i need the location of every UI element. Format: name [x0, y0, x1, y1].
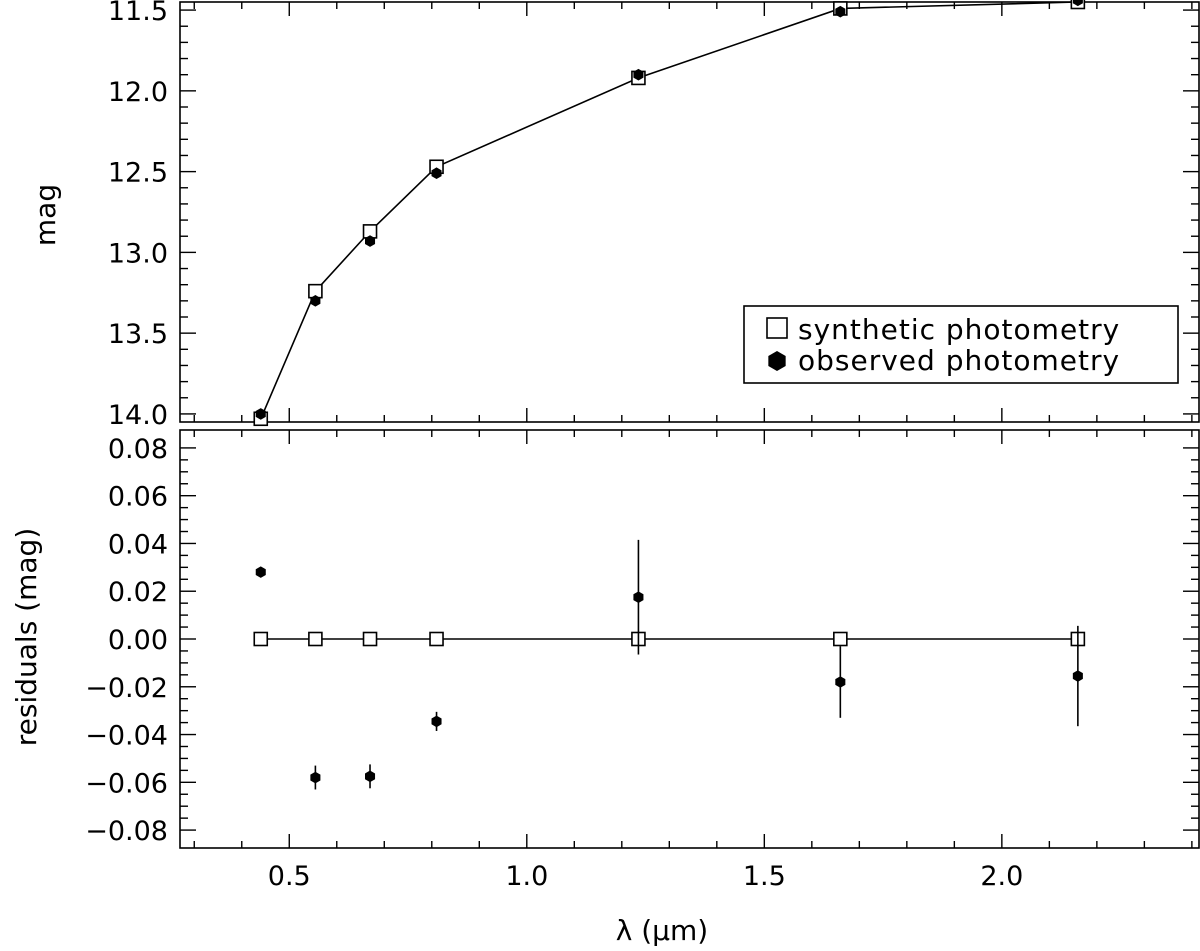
bottom-synthetic-photometry-point — [429, 631, 444, 647]
top-y-tick-label: 12.5 — [108, 158, 168, 189]
legend-box — [743, 305, 1179, 384]
legend-label-observed-photometry: observed photometry — [798, 344, 1120, 377]
legend: synthetic photometry observed photometry — [743, 305, 1179, 384]
bottom-y-tick-label: −0.06 — [85, 768, 168, 799]
top-observed-photometry-point — [365, 235, 376, 247]
top-panel: 11.5 12.0 12.5 13.0 13.5 14.0 — [108, 0, 1200, 431]
x-tick-label: 0.5 — [268, 861, 311, 892]
y-axis-title-bottom: residuals (mag) — [10, 528, 43, 747]
top-y-tick-label: 14.0 — [108, 400, 168, 431]
bottom-synthetic-photometry-point — [308, 631, 323, 647]
bottom-synthetic-photometry-point — [362, 631, 378, 647]
bottom-y-tick-label: 0.06 — [108, 482, 168, 513]
legend-marker-observed-photometry — [768, 351, 786, 371]
legend-label-synthetic-photometry: synthetic photometry — [798, 313, 1120, 346]
top-observed-photometry-point — [633, 68, 644, 81]
bottom-y-tick-label: 0.00 — [108, 625, 168, 656]
x-axis-title: λ (μm) — [616, 914, 708, 947]
y-axis-title-top: mag — [29, 184, 62, 246]
x-tick-label: 1.0 — [505, 861, 548, 892]
x-tick-label: 2.0 — [980, 861, 1023, 892]
top-observed-photometry-point — [255, 408, 266, 420]
bottom-synthetic-photometry-point — [833, 631, 848, 647]
top-y-tick-label: 11.5 — [108, 0, 168, 27]
top-observed-photometry-point — [835, 5, 846, 18]
legend-marker-synthetic-photometry — [766, 317, 788, 339]
top-observed-photometry-point — [431, 167, 442, 180]
top-y-tick-label: 12.0 — [108, 77, 168, 108]
bottom-y-tick-label: −0.02 — [85, 673, 168, 704]
bottom-y-tick-label: −0.08 — [85, 816, 168, 847]
top-y-tick-label: 13.5 — [108, 319, 168, 350]
bottom-y-tick-label: −0.04 — [85, 721, 168, 752]
bottom-y-tick-label: 0.02 — [108, 577, 168, 608]
bottom-observed-photometry-point — [633, 591, 644, 603]
x-tick-label: 1.5 — [743, 861, 786, 892]
top-y-tick-label: 13.0 — [108, 238, 168, 269]
bottom-synthetic-photometry-point — [253, 631, 269, 647]
bottom-y-tick-label: 0.04 — [108, 529, 168, 560]
bottom-observed-photometry-point — [255, 566, 266, 578]
top-observed-photometry-point — [1072, 0, 1083, 7]
bottom-observed-photometry-point — [365, 770, 376, 783]
bottom-panel: 0.08 0.06 0.04 0.02 0.00 −0.02 −0.04 −0.06 −0.08… — [85, 429, 1200, 892]
top-plot-frame — [179, 1, 1200, 423]
bottom-y-tick-label: 0.08 — [108, 434, 168, 465]
bottom-observed-photometry-point — [431, 715, 442, 728]
bottom-observed-photometry-point — [1072, 670, 1083, 682]
bottom-observed-photometry-point — [835, 676, 846, 688]
top-observed-photometry-point — [310, 295, 321, 307]
bottom-observed-photometry-point — [310, 771, 321, 784]
